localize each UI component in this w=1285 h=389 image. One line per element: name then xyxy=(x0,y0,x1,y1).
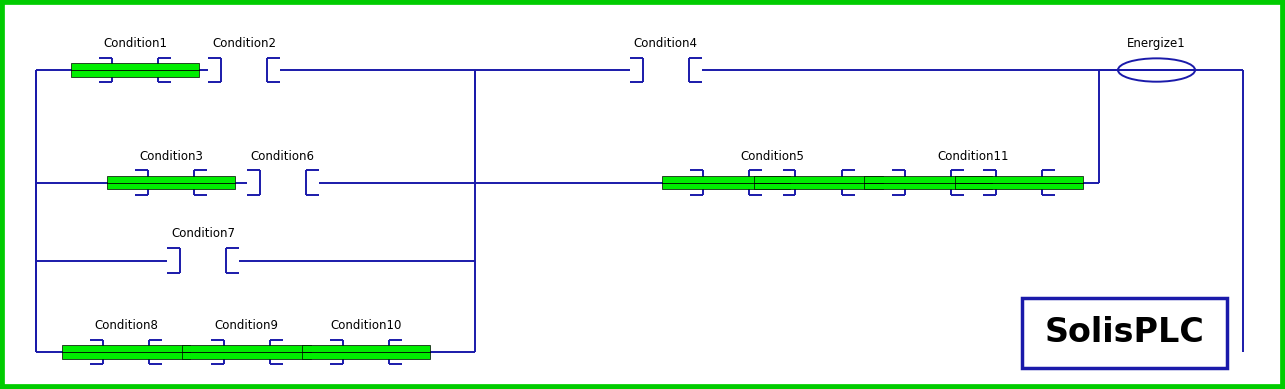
Text: Condition2: Condition2 xyxy=(212,37,276,50)
Bar xyxy=(754,176,883,189)
Text: Condition7: Condition7 xyxy=(171,228,235,240)
Text: Energize1: Energize1 xyxy=(1127,37,1186,50)
Text: Condition1: Condition1 xyxy=(103,37,167,50)
Text: SolisPLC: SolisPLC xyxy=(1045,316,1204,349)
Text: Condition10: Condition10 xyxy=(330,319,402,332)
Text: Condition5: Condition5 xyxy=(740,150,804,163)
Bar xyxy=(107,176,235,189)
Bar xyxy=(1022,298,1227,368)
Text: Condition8: Condition8 xyxy=(94,319,158,332)
Text: Condition11: Condition11 xyxy=(938,150,1009,163)
Text: Condition9: Condition9 xyxy=(215,319,279,332)
Bar xyxy=(182,345,311,359)
Text: Condition4: Condition4 xyxy=(634,37,698,50)
Text: Condition6: Condition6 xyxy=(251,150,315,163)
Bar xyxy=(662,176,790,189)
Bar xyxy=(955,176,1083,189)
Bar xyxy=(71,63,199,77)
Text: Condition3: Condition3 xyxy=(139,150,203,163)
Bar xyxy=(302,345,430,359)
Bar xyxy=(62,345,190,359)
Bar xyxy=(864,176,992,189)
